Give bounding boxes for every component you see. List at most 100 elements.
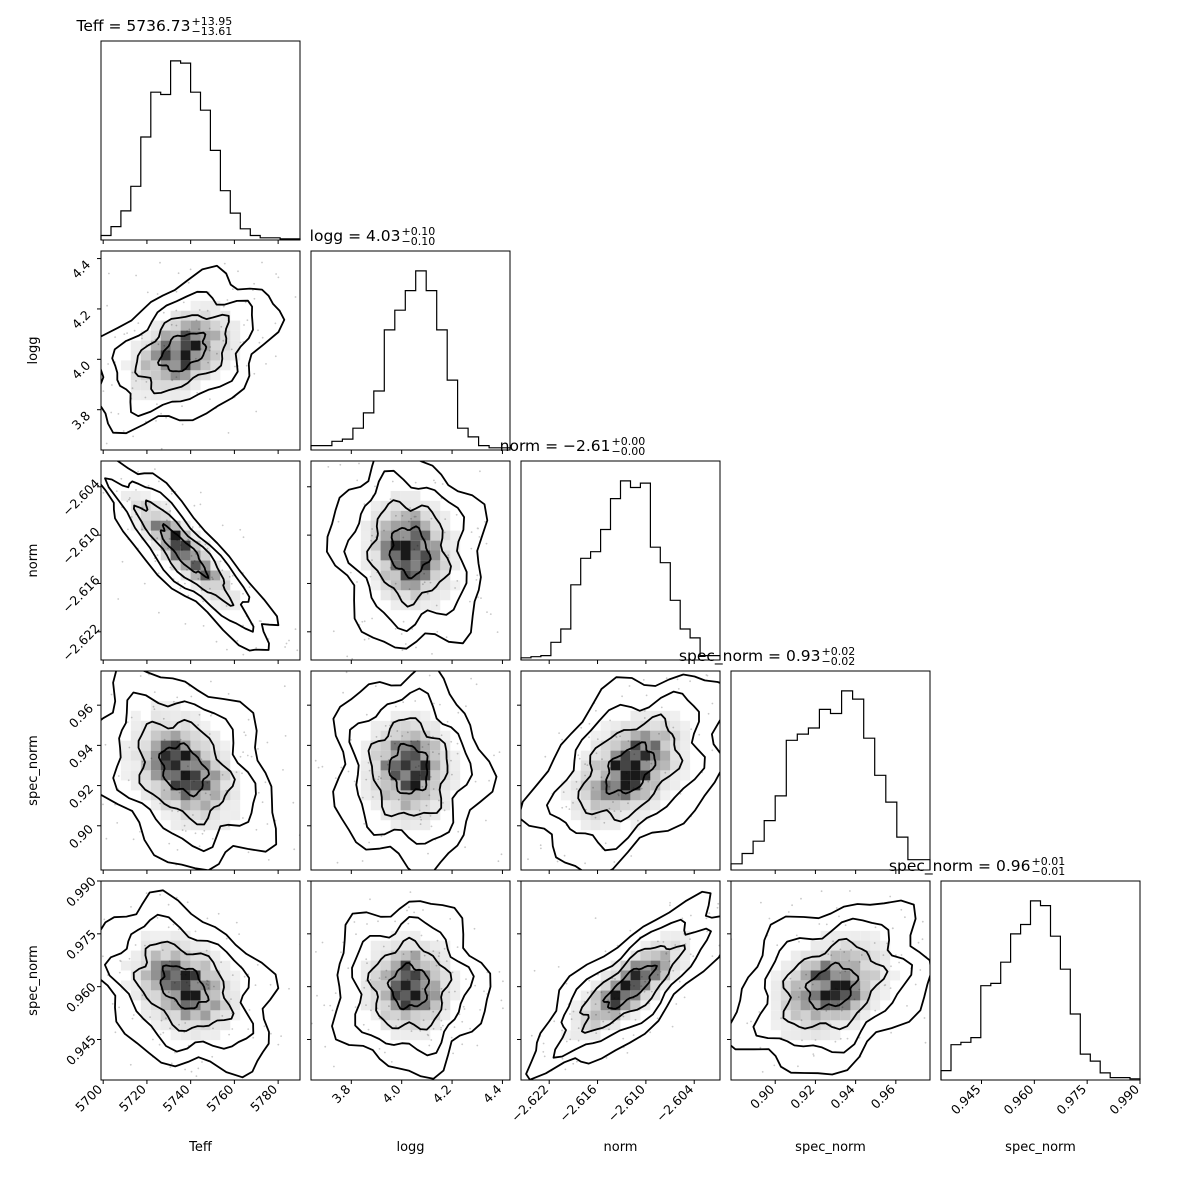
density-cell [190,820,201,831]
density-cell [220,570,231,581]
density-cell [410,800,421,811]
scatter-point [296,649,299,652]
density-cell [590,990,601,1001]
density-cell [440,570,451,581]
scatter-point [588,736,590,739]
density-cell [370,750,381,761]
contour-line [158,742,210,798]
density-cell [620,1010,631,1021]
scatter-point [197,577,200,580]
density-cell [160,530,171,541]
scatter-point [456,946,459,948]
scatter-point [468,663,470,665]
scatter-point [634,1018,637,1021]
density-cell [570,780,581,791]
density-cell [140,750,151,761]
density-cell [650,730,661,741]
scatter-point [404,643,407,645]
scatter-point [569,1013,571,1015]
scatter-point [419,823,422,825]
scatter-point [206,547,209,550]
scatter-point [139,830,141,833]
density-cell [180,370,191,381]
scatter-point [226,299,229,301]
density-cell [160,1020,171,1031]
density-cell [130,990,141,1001]
scatter-point [470,547,473,550]
scatter-point [350,739,352,741]
density-cell [430,810,441,821]
scatter-point [365,958,368,961]
scatter-point [594,816,597,819]
scatter-point [626,1052,629,1054]
scatter-point [592,786,594,789]
contour-line [525,890,720,1080]
scatter-point [197,724,200,726]
density-cell [380,750,391,761]
x-axis-norm-2-4: −2.622 −2.616 −2.610 −2.604 [508,1080,696,1125]
density-cell [660,980,671,991]
scatter-point [176,696,179,699]
density-cell [220,350,231,361]
scatter-point [454,679,456,681]
scatter-point [594,1003,597,1005]
density-cell [160,710,171,721]
scatter-point [637,819,639,822]
scatter-point [413,515,416,518]
scatter-point [890,965,892,968]
density-cell [190,800,201,811]
scatter-point [364,1060,366,1062]
scatter-point [850,949,852,951]
scatter-point [175,376,178,378]
scatter-point [52,422,54,424]
panel-frame [100,670,301,871]
density-cell [400,750,411,761]
scatter-point [418,656,420,658]
scatter-point [141,334,143,337]
scatter-point [82,854,84,856]
scatter-point [827,953,830,955]
scatter-point [420,934,423,937]
scatter-point [601,617,603,619]
scatter-point [431,861,433,863]
scatter-point [117,775,120,777]
scatter-point [143,582,146,585]
density-cell [380,770,391,781]
density-cell [430,1010,441,1021]
scatter-point [257,329,259,332]
scatter-point [256,964,259,966]
density-cell [200,770,211,781]
density-cell [850,970,861,981]
density-cell [170,1000,181,1011]
density-cell [390,730,401,741]
scatter-point [225,789,228,792]
density-cell [200,740,211,751]
scatter-point [779,876,781,878]
contour-line [134,313,230,395]
density-cell [120,490,131,501]
density-cell [380,1020,391,1031]
density-cell [640,710,651,721]
density-cell [160,770,171,781]
x-tick-label: 0.92 [787,1081,817,1111]
density-cell [380,550,391,561]
density-cell [670,720,681,731]
scatter-point [721,959,723,961]
density-cell [400,530,411,541]
scatter-point [175,324,178,327]
scatter-point [242,875,244,877]
density-cell [630,710,641,721]
density-cell [390,950,401,961]
density-cell [180,800,191,811]
scatter-point [236,640,239,642]
x-tick-label: 0.90 [747,1081,777,1111]
density-cell [410,750,421,761]
y-tick-label: 0.990 [63,874,99,910]
x-tick-label: 5720 [116,1081,149,1114]
scatter-point [477,596,479,599]
density-cell [160,330,171,341]
density-cell [370,980,381,991]
density-cell [630,1010,641,1021]
scatter-point [358,462,360,465]
scatter-point [158,480,160,483]
